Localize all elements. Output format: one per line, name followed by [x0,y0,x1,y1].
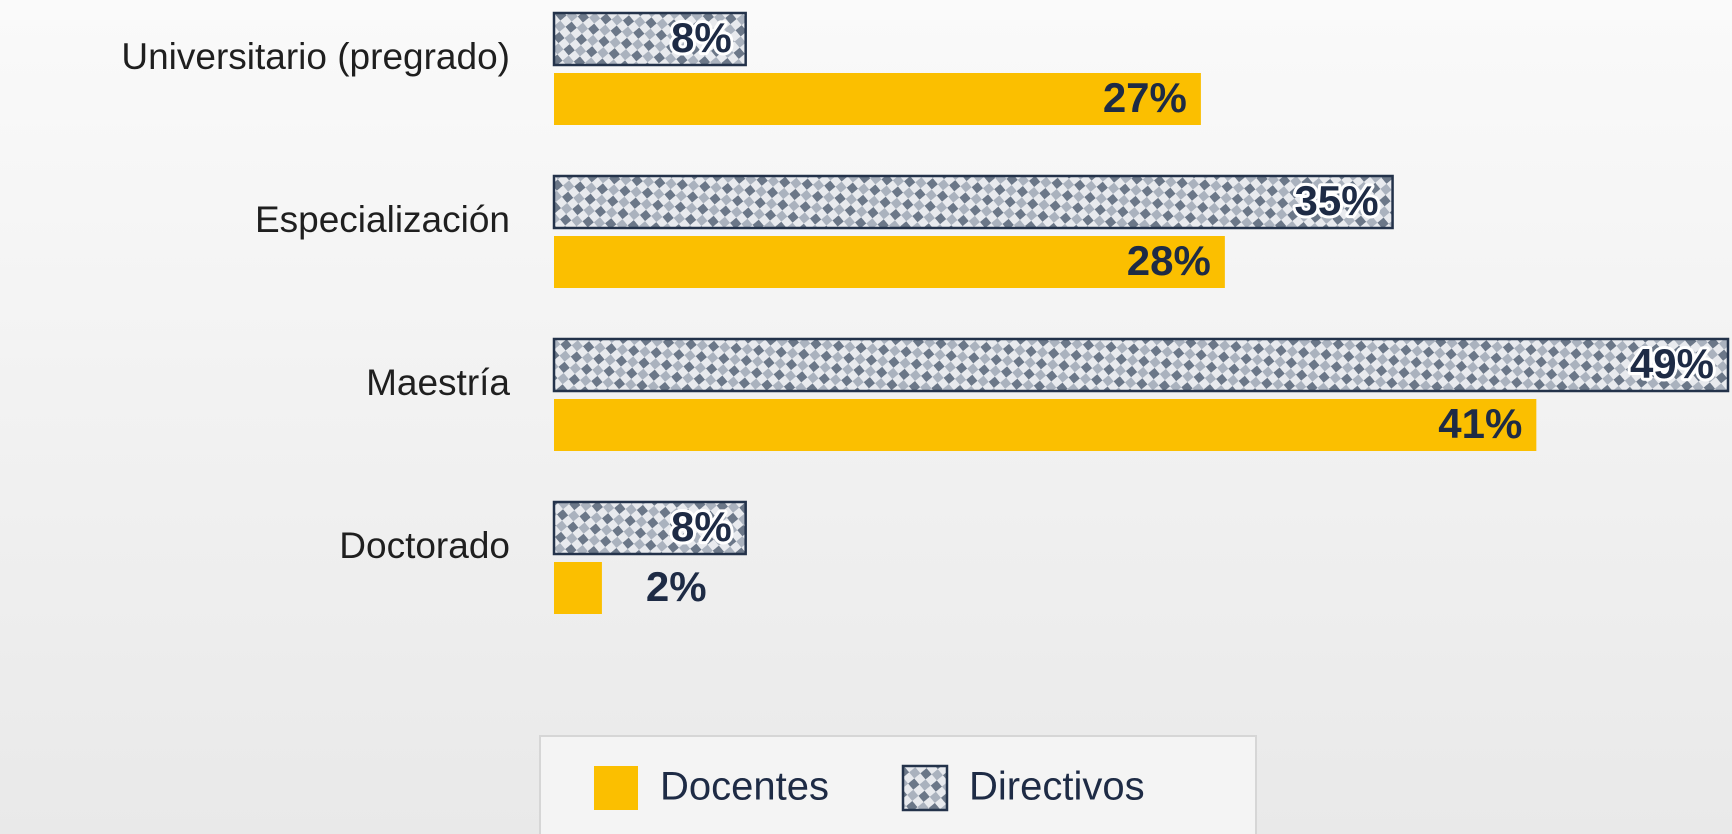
value-label: 27% [1103,74,1187,121]
bar [554,176,1393,228]
value-label: 41% [1438,400,1522,447]
legend-swatch [903,766,947,810]
value-label: 35% [1295,177,1379,224]
legend-swatch [594,766,638,810]
value-label: 2% [646,563,707,610]
category-label: Especialización [255,199,510,240]
value-label: 49% [1630,340,1714,387]
page: {"chart_data": {"type": "bar", "orientat… [0,0,1732,834]
bar [554,399,1536,451]
bar [554,562,602,614]
value-label: 8% [671,14,732,61]
legend-label: Docentes [660,765,829,809]
value-label: 8% [671,503,732,550]
category-label: Maestría [366,362,510,403]
category-label: Universitario (pregrado) [121,36,510,77]
value-label: 28% [1127,237,1211,284]
chart: Universitario (pregrado) 27% 8% Especializa… [0,0,1732,834]
legend-box [540,736,1256,834]
category-label: Doctorado [339,525,510,566]
bar [554,236,1225,288]
bar [554,339,1728,391]
legend-label: Directivos [969,765,1145,809]
